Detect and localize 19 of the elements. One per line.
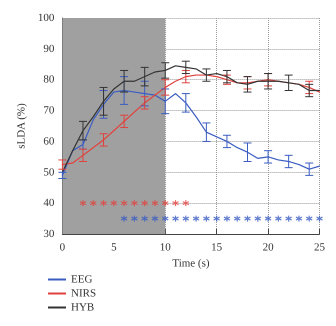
legend-label: NIRS xyxy=(71,288,96,300)
y-tick-label: 70 xyxy=(43,104,55,117)
x-tick-label: 0 xyxy=(60,242,66,254)
y-tick-label: 50 xyxy=(43,166,55,178)
y-tick-label: 30 xyxy=(43,228,55,240)
x-tick-label: 15 xyxy=(211,242,223,254)
legend-label: EEG xyxy=(71,274,92,286)
x-tick-label: 10 xyxy=(160,242,172,254)
x-tick-label: 25 xyxy=(314,242,326,254)
y-axis-title: sLDA (%) xyxy=(16,102,28,149)
legend-label: HYB xyxy=(71,302,94,314)
y-tick-label: 90 xyxy=(43,42,55,55)
y-tick-label: 40 xyxy=(43,197,55,210)
x-tick-label: 20 xyxy=(262,242,274,254)
y-tick-label: 60 xyxy=(43,135,55,148)
y-tick-label: 80 xyxy=(43,74,55,86)
y-tick-label: 100 xyxy=(38,12,55,24)
x-tick-label: 5 xyxy=(111,242,118,254)
x-axis-title: Time (s) xyxy=(172,257,210,270)
